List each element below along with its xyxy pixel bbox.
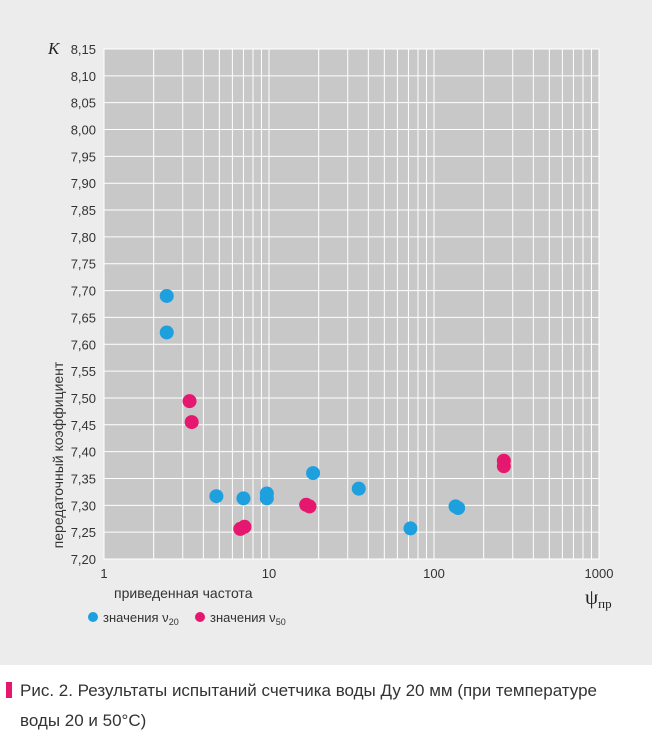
data-point-v50: [302, 499, 317, 514]
y-axis-label: передаточный коэффициент: [50, 361, 66, 548]
legend-marker-v20: [88, 612, 98, 622]
legend-label-v20-sub: 20: [169, 617, 179, 627]
y-tick-label: 7,40: [71, 445, 96, 460]
data-point-v20: [403, 521, 418, 536]
legend-label-v20-main: значения ν: [103, 610, 169, 625]
plot-area: [104, 49, 599, 559]
y-tick-label: 7,55: [71, 364, 96, 379]
data-point-v50: [184, 415, 199, 430]
y-tick-label: 7,20: [71, 552, 96, 567]
legend-label-v50-sub: 50: [276, 617, 286, 627]
x-tick-label: 1000: [585, 566, 614, 581]
y-tick-label: 7,65: [71, 310, 96, 325]
data-point-v20: [451, 501, 466, 515]
y-tick-label: 7,70: [71, 284, 96, 299]
data-points: [159, 288, 511, 536]
legend-label-v50-main: значения ν: [210, 610, 276, 625]
y-tick-label: 7,45: [71, 418, 96, 433]
y-tick-label: 7,35: [71, 471, 96, 486]
caption-line-1: Рис. 2. Результаты испытаний счетчика во…: [20, 681, 597, 700]
data-point-v20: [259, 491, 274, 506]
x-axis-symbol-sub: пр: [598, 596, 611, 611]
data-point-v50: [496, 459, 511, 474]
y-tick-label: 7,90: [71, 176, 96, 191]
y-axis-symbol: K: [47, 39, 61, 58]
data-point-v20: [159, 288, 174, 303]
data-point-v20: [306, 466, 321, 481]
y-tick-label: 7,25: [71, 525, 96, 540]
x-axis-symbol: ψпр: [585, 585, 612, 611]
y-tick-label: 7,60: [71, 337, 96, 352]
y-tick-label: 7,85: [71, 203, 96, 218]
legend-label-v20: значения ν20: [103, 610, 179, 627]
y-tick-label: 7,80: [71, 230, 96, 245]
y-tick-label: 8,10: [71, 69, 96, 84]
y-tick-label: 7,30: [71, 498, 96, 513]
y-tick-label: 7,95: [71, 149, 96, 164]
y-tick-label: 8,05: [71, 96, 96, 111]
data-point-v50: [182, 394, 197, 409]
data-point-v20: [159, 325, 174, 340]
data-point-v20: [351, 481, 366, 496]
y-tick-label: 7,75: [71, 257, 96, 272]
data-point-v50: [237, 519, 252, 534]
y-tick-label: 8,00: [71, 123, 96, 138]
x-tick-labels: 1 10 100 1000: [100, 566, 613, 581]
caption-line-2: воды 20 и 50°C): [20, 711, 147, 730]
scatter-chart: 8,15 8,10 8,05 8,00 7,95 7,90 7,85 7,80 7,75 7,70…: [47, 39, 613, 627]
caption-marker: [6, 682, 12, 698]
figure-caption: Рис. 2. Результаты испытаний счетчика во…: [0, 676, 652, 736]
x-tick-label: 100: [423, 566, 445, 581]
legend-label-v50: значения ν50: [210, 610, 286, 627]
x-axis-symbol-main: ψ: [585, 585, 598, 609]
x-axis-label: приведенная частота: [114, 585, 253, 601]
legend-marker-v50: [195, 612, 205, 622]
x-tick-label: 10: [262, 566, 276, 581]
legend: значения ν20 значения ν50: [88, 610, 286, 627]
y-tick-label: 7,50: [71, 391, 96, 406]
y-tick-label: 8,15: [71, 42, 96, 57]
data-point-v20: [236, 491, 251, 506]
y-tick-labels: 8,15 8,10 8,05 8,00 7,95 7,90 7,85 7,80 7,75 7,70…: [71, 42, 96, 567]
x-tick-label: 1: [100, 566, 107, 581]
data-point-v20: [209, 489, 224, 504]
